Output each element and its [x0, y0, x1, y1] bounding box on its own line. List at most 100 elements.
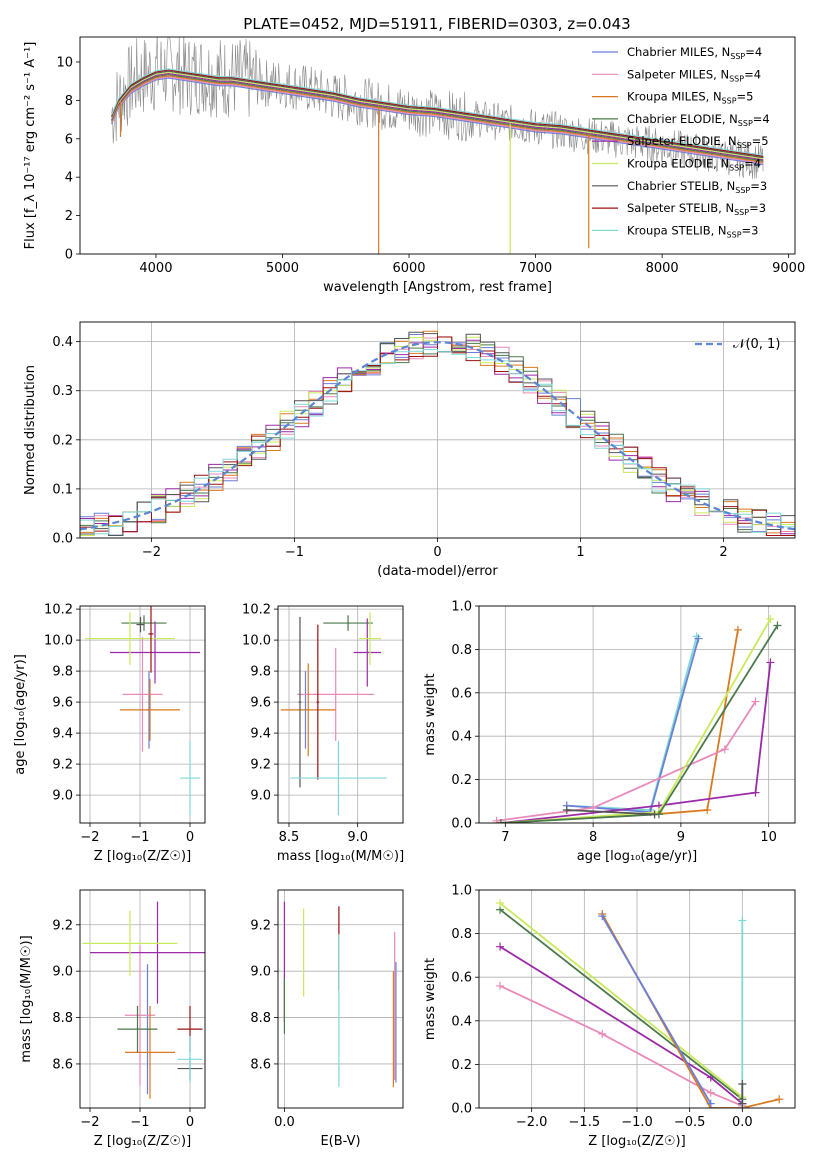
plot-area — [82, 901, 205, 1099]
y-tick-label: 10.2 — [242, 603, 271, 618]
y-tick-label: 8.6 — [52, 1057, 73, 1072]
y-tick-label: 8.8 — [250, 1011, 271, 1026]
y-tick-label: 9.4 — [52, 727, 73, 742]
plot-area — [492, 615, 782, 823]
y-tick-label: 8 — [65, 94, 73, 109]
plot-area — [80, 330, 795, 536]
observed-spectrum — [111, 37, 764, 179]
weight-marker — [598, 1029, 607, 1038]
x-axis-label: E(B-V) — [320, 1134, 360, 1149]
y-tick-label: 0.2 — [451, 773, 472, 788]
y-tick-label: 9.2 — [52, 758, 73, 773]
y-tick-label: 8.8 — [52, 1011, 73, 1026]
y-tick-label: 0.4 — [451, 1014, 472, 1029]
y-tick-label: 0.8 — [451, 927, 472, 942]
axes-frame — [79, 605, 206, 824]
legend-count: =3 — [750, 179, 767, 193]
model-spectrum — [111, 76, 764, 164]
x-axis-label: wavelength [Angstrom, rest frame] — [323, 280, 552, 295]
y-tick-label: 0.0 — [52, 532, 73, 547]
y-tick-label: 0.6 — [451, 686, 472, 701]
weight-marker — [733, 625, 742, 634]
x-tick-label: 2 — [719, 545, 727, 560]
y-tick-label: 0.6 — [451, 971, 472, 986]
y-tick-label: 9.2 — [52, 918, 73, 933]
weight-marker — [562, 805, 571, 814]
x-tick-label: 1 — [576, 545, 584, 560]
normal-curve — [80, 341, 795, 531]
weight-marker — [738, 1099, 747, 1108]
legend-sub: SSP — [727, 230, 742, 239]
x-tick-label: −1 — [285, 545, 304, 560]
x-tick-label: 9000 — [772, 261, 805, 276]
weight-marker — [496, 942, 505, 951]
weight-marker — [492, 816, 501, 823]
model-spectrum — [111, 75, 764, 163]
legend-label: Kroupa MILES, NSSP=5 — [627, 90, 753, 106]
weight-marker — [766, 658, 775, 667]
y-tick-label: 6 — [65, 132, 73, 147]
weight-line — [499, 908, 743, 1101]
model-spectrum — [111, 77, 764, 166]
model-spectrum — [111, 70, 764, 159]
x-tick-label: −1 — [130, 830, 149, 845]
weight-line — [566, 809, 655, 816]
x-axis-label: Z [log₁₀(Z/Z☉)] — [94, 1134, 191, 1149]
y-tick-label: 9.0 — [250, 789, 271, 804]
panel-residuals: −2 −1 0 1 2 0.0 0.1 0.2 0.3 0.4 (data-model)/error… — [23, 321, 796, 579]
model-spectrum — [111, 71, 764, 160]
weight-line — [601, 915, 712, 1105]
weight-marker — [694, 634, 703, 643]
x-tick-label: −2 — [80, 830, 99, 845]
plot-area — [496, 899, 784, 1108]
legend-sub: SSP — [737, 141, 752, 150]
y-tick-label: 9.0 — [52, 789, 73, 804]
y-tick-label: 1.0 — [451, 884, 472, 899]
x-tick-label: 0 — [186, 830, 194, 845]
legend-label: Chabrier ELODIE, NSSP=4 — [627, 112, 770, 128]
axes-frame — [79, 36, 796, 255]
legend-label: Salpeter STELIB, NSSP=3 — [627, 201, 766, 217]
x-tick-label: −0.5 — [674, 1115, 706, 1130]
weight-marker — [738, 1080, 747, 1089]
legend-sub: SSP — [734, 208, 749, 217]
x-tick-label: 4000 — [139, 261, 172, 276]
x-axis-label: (data-model)/error — [377, 564, 498, 579]
weight-line — [500, 625, 779, 823]
y-axis-label: mass weight — [423, 673, 438, 755]
axes-frame — [79, 889, 206, 1109]
weight-marker — [598, 912, 607, 921]
x-tick-label: −1.5 — [569, 1115, 601, 1130]
weight-marker — [738, 916, 747, 925]
x-tick-label: 7000 — [519, 261, 552, 276]
plot-area — [85, 606, 200, 816]
weight-marker — [706, 1099, 715, 1108]
weight-line — [496, 629, 739, 823]
weight-marker — [766, 615, 775, 624]
y-tick-label: 0.4 — [451, 730, 472, 745]
weight-marker — [692, 632, 701, 641]
panel-weight_vs_age: 7 8 9 10 0.0 0.2 0.4 0.6 0.8 1.0 age [log₁₀(age/yr… — [423, 600, 796, 864]
legend-sub: SSP — [738, 119, 753, 128]
y-axis-label: mass weight — [423, 958, 438, 1040]
model-spectrum — [111, 68, 764, 156]
x-axis-label: age [log₁₀(age/yr)] — [577, 849, 698, 864]
legend-count: =4 — [753, 112, 770, 126]
weight-marker — [650, 810, 659, 819]
panel-age_vs_mass: 8.5 9.0 9.0 9.2 9.4 9.6 9.8 10.0 10.2 mass [log₁₀… — [242, 603, 404, 864]
legend-label: Salpeter ELODIE, NSSP=5 — [627, 134, 769, 150]
weight-marker — [773, 621, 782, 630]
weight-marker — [751, 788, 760, 797]
y-tick-label: 0.1 — [52, 482, 73, 497]
plot-area — [283, 901, 397, 1088]
weight-marker — [775, 1095, 784, 1104]
x-tick-label: 6000 — [392, 261, 425, 276]
legend-sub: SSP — [730, 52, 745, 61]
x-tick-label: 9.0 — [347, 830, 368, 845]
y-tick-label: 0.3 — [52, 384, 73, 399]
y-tick-label: 9.2 — [250, 758, 271, 773]
y-tick-label: 9.2 — [250, 918, 271, 933]
y-tick-label: 0.2 — [451, 1058, 472, 1073]
legend-count: =5 — [752, 134, 769, 148]
weight-marker — [706, 1088, 715, 1097]
